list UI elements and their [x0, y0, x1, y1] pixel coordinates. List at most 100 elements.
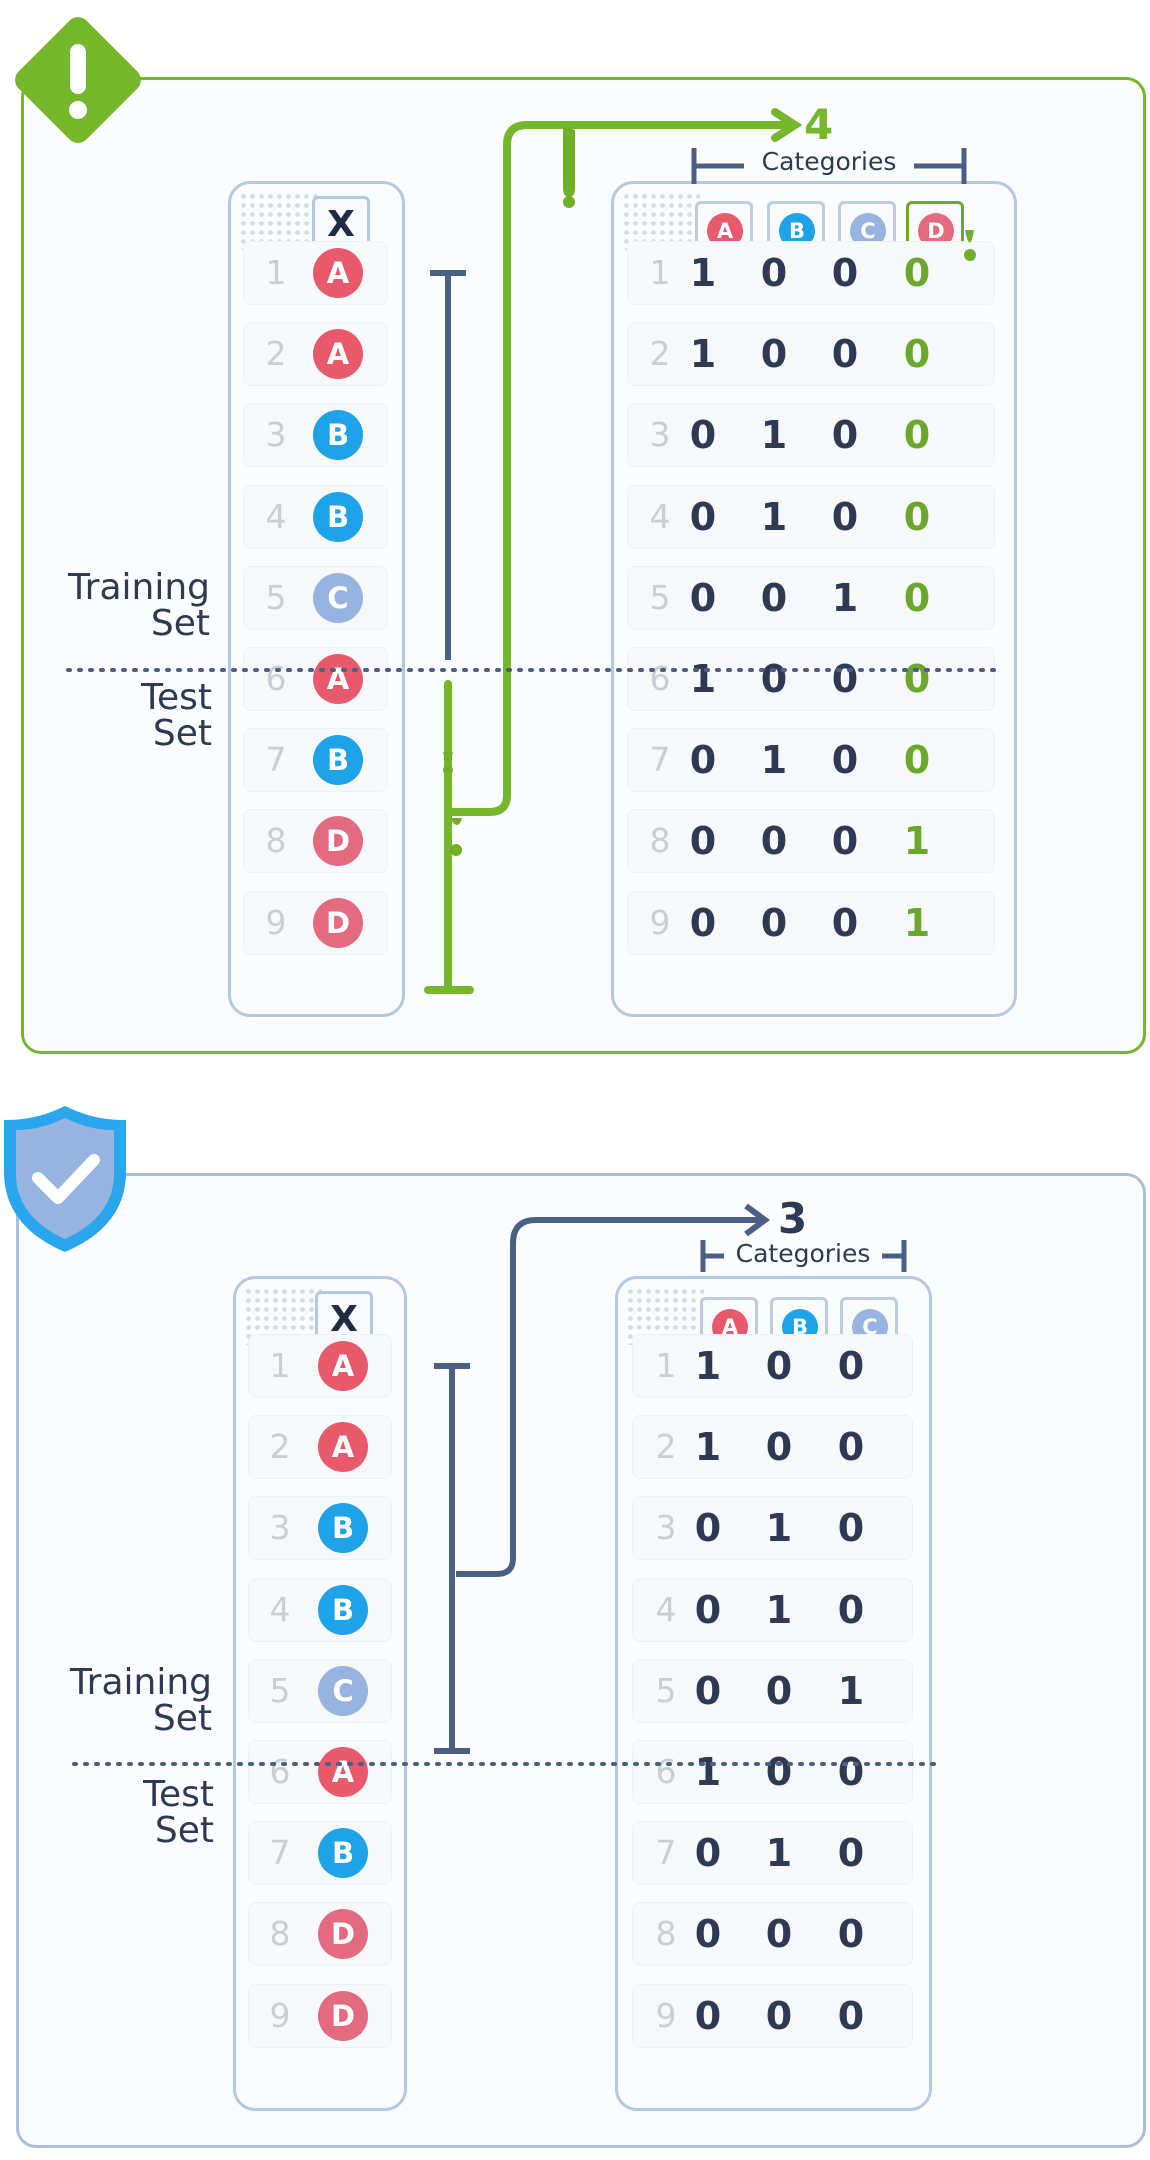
encoded-value: 0	[903, 657, 931, 701]
encoded-value: 1	[765, 1588, 793, 1632]
encoded-value: 0	[837, 1831, 865, 1875]
encoded-value: 0	[689, 901, 717, 945]
encoded-value: 0	[837, 1994, 865, 2038]
encoded-row	[627, 728, 995, 792]
encoded-value: 0	[694, 1994, 722, 2038]
encoded-value: 0	[760, 576, 788, 620]
category-a-badge: A	[318, 1341, 368, 1391]
encoded-row	[632, 1415, 913, 1479]
row-number: 3	[655, 1508, 677, 1547]
encoded-value: 1	[837, 1669, 865, 1713]
row-number: 6	[269, 1752, 291, 1791]
encoded-row	[627, 322, 995, 386]
encoded-value: 0	[903, 251, 931, 295]
category-c-badge: C	[318, 1666, 368, 1716]
category-a-badge: A	[318, 1422, 368, 1472]
encoded-value: 1	[760, 413, 788, 457]
row-number: 5	[655, 1671, 677, 1710]
encoded-value: 1	[903, 819, 931, 863]
category-d-badge: D	[313, 898, 363, 948]
encoded-value: 1	[689, 251, 717, 295]
row-number: 6	[655, 1752, 677, 1791]
encoded-value: 0	[831, 657, 859, 701]
encoded-value: 0	[760, 901, 788, 945]
categories-label-bottom: Categories	[724, 1240, 882, 1268]
encoded-value: 0	[760, 332, 788, 376]
encoded-value: 0	[831, 495, 859, 539]
encoded-value: 1	[694, 1425, 722, 1469]
row-number: 2	[655, 1427, 677, 1466]
encoded-value: 1	[689, 657, 717, 701]
table-row	[243, 566, 388, 630]
encoded-value: 0	[903, 332, 931, 376]
correct-encoding-panel	[16, 1173, 1146, 2148]
encoded-value: 0	[831, 819, 859, 863]
warning-exclamation-icon	[15, 17, 141, 143]
encoded-value: 0	[903, 576, 931, 620]
encoded-row	[632, 1984, 913, 2048]
row-number: 1	[269, 1346, 291, 1385]
category-a-badge: A	[313, 248, 363, 298]
encoded-row	[627, 566, 995, 630]
category-b-badge: B	[318, 1503, 368, 1553]
encoded-value: 0	[831, 332, 859, 376]
encoded-value: 0	[694, 1588, 722, 1632]
row-number: 3	[649, 415, 671, 454]
encoded-value: 0	[689, 576, 717, 620]
category-d-badge: D	[318, 1991, 368, 2041]
row-number: 1	[655, 1346, 677, 1385]
row-number: 4	[269, 1590, 291, 1629]
encoded-value: 1	[694, 1344, 722, 1388]
encoded-row	[632, 1740, 913, 1804]
encoded-value: 0	[765, 1669, 793, 1713]
encoded-value: 1	[760, 495, 788, 539]
encoded-row	[632, 1821, 913, 1885]
category-b-badge: B	[313, 735, 363, 785]
encoded-value: 0	[831, 413, 859, 457]
row-number: 5	[649, 578, 671, 617]
halftone-decoration	[239, 192, 317, 250]
encoded-value: 0	[694, 1669, 722, 1713]
row-number: 4	[655, 1590, 677, 1629]
encoded-value: 0	[689, 413, 717, 457]
encoded-value: 0	[760, 819, 788, 863]
test-set-label-bottom: Test Set	[143, 1774, 214, 1851]
shield-check-icon	[4, 1106, 126, 1252]
encoded-value: 0	[694, 1831, 722, 1875]
row-number: 7	[265, 740, 287, 779]
row-number: 1	[265, 253, 287, 292]
row-number: 5	[269, 1671, 291, 1710]
encoded-row	[627, 485, 995, 549]
encoded-value: 0	[689, 819, 717, 863]
encoded-row	[632, 1496, 913, 1560]
encoded-value: 1	[765, 1831, 793, 1875]
encoded-value: 0	[903, 413, 931, 457]
category-b-badge: B	[313, 410, 363, 460]
encoded-value: 0	[694, 1506, 722, 1550]
encoded-row	[627, 241, 995, 305]
row-number: 8	[655, 1914, 677, 1953]
training-set-label: Training Set	[67, 567, 210, 644]
leak-path	[424, 108, 803, 994]
category-d-badge: D	[313, 816, 363, 866]
encoded-row	[632, 1902, 913, 1966]
encoded-row	[627, 403, 995, 467]
category-d-badge: D	[318, 1909, 368, 1959]
encoded-value: 0	[837, 1588, 865, 1632]
row-number: 2	[269, 1427, 291, 1466]
category-c-badge: C	[313, 573, 363, 623]
row-number: 4	[265, 497, 287, 536]
encoded-value: 1	[689, 332, 717, 376]
row-number: 1	[649, 253, 671, 292]
encoded-value: 1	[760, 738, 788, 782]
row-number: 7	[655, 1833, 677, 1872]
row-number: 4	[649, 497, 671, 536]
encoded-row	[632, 1578, 913, 1642]
test-set-label: Test Set	[141, 677, 212, 754]
encoded-value: 0	[765, 1344, 793, 1388]
training-set-label-bottom: Training Set	[69, 1662, 212, 1739]
encoded-value: 0	[837, 1344, 865, 1388]
encoded-row	[627, 809, 995, 873]
row-number: 3	[269, 1508, 291, 1547]
